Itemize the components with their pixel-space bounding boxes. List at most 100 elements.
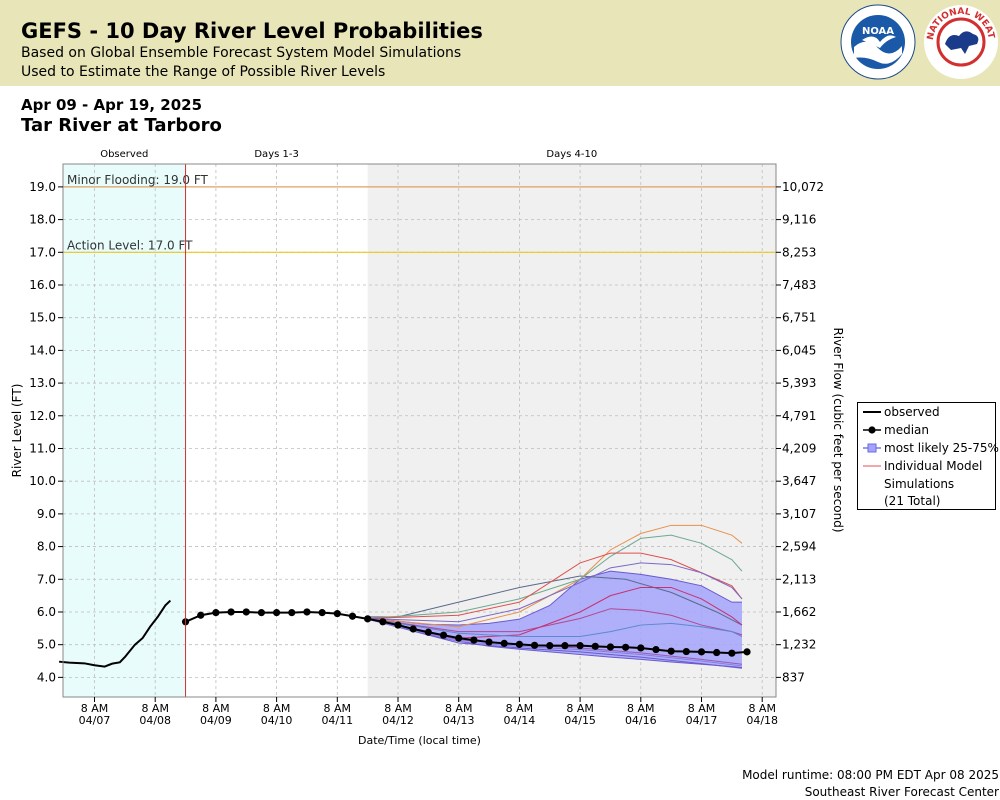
simulation-line [367, 534, 743, 620]
legend-median-label: median [884, 423, 929, 437]
probability-band-25-75 [367, 571, 742, 668]
legend-observed-swatch [863, 411, 881, 413]
legend-simulations-label: Individual Model [884, 459, 983, 473]
x-tick-date-label: 04/09 [200, 714, 232, 727]
simulation-line [367, 618, 743, 669]
y-right-tick-label: 6,751 [782, 311, 816, 325]
threshold-label: Minor Flooding: 19.0 FT [67, 173, 209, 187]
x-tick-label: 8 AM [141, 702, 169, 715]
median-point [273, 609, 281, 617]
median-point [333, 610, 341, 618]
x-tick-label: 8 AM [445, 702, 473, 715]
x-axis-title: Date/Time (local time) [358, 734, 481, 747]
model-runtime: Model runtime: 08:00 PM EDT Apr 08 2025 [742, 768, 999, 782]
y-right-tick-label: 4,791 [782, 409, 816, 423]
x-tick-date-label: 04/08 [139, 714, 171, 727]
y-right-tick-label: 2,594 [782, 540, 816, 554]
page-subtitle: Based on Global Ensemble Forecast System… [21, 45, 462, 61]
x-tick-date-label: 04/13 [443, 714, 475, 727]
x-tick-label: 8 AM [324, 702, 352, 715]
x-tick-date-label: 04/07 [79, 714, 111, 727]
legend-simulations-label-2: Simulations [884, 477, 955, 491]
chart-legend: observed median most likely 25-75% Indiv… [857, 402, 999, 510]
x-tick-label: 8 AM [202, 702, 230, 715]
simulation-line [367, 562, 743, 623]
median-point [257, 609, 266, 617]
legend-median-swatch [863, 426, 881, 434]
x-tick-label: 8 AM [688, 702, 716, 715]
median-point [424, 628, 432, 636]
x-tick-date-label: 04/12 [382, 714, 414, 727]
x-tick-label: 8 AM [627, 702, 655, 715]
median-point [728, 649, 736, 657]
simulation-line [367, 586, 743, 639]
y-tick-label: 4.0 [37, 670, 56, 684]
median-point [697, 648, 706, 656]
y-right-tick-label: 837 [782, 670, 805, 684]
nws-logo: NATIONAL WEATHER SERVICE [923, 2, 998, 79]
x-tick-date-label: 04/14 [504, 714, 536, 727]
y-tick-label: 19.0 [29, 180, 56, 194]
legend-observed-label: observed [884, 405, 940, 419]
y-right-tick-label: 4,209 [782, 441, 816, 455]
section-label: Days 1-3 [254, 149, 298, 160]
median-point [348, 612, 357, 620]
median-point [743, 648, 751, 656]
y-tick-label: 17.0 [29, 245, 56, 259]
y-tick-label: 11.0 [29, 441, 56, 455]
noaa-logo-text: NOAA [862, 26, 894, 37]
median-point [439, 631, 448, 639]
y-right-tick-label: 3,107 [782, 507, 816, 521]
section-label: Days 4-10 [546, 149, 597, 160]
median-point [561, 642, 569, 650]
y-right-tick-label: 7,483 [782, 278, 816, 292]
simulation-line [367, 575, 743, 626]
y-tick-label: 13.0 [29, 376, 56, 390]
median-point [652, 645, 660, 654]
x-tick-date-label: 04/10 [261, 714, 293, 727]
y-tick-label: 7.0 [37, 572, 56, 586]
median-point [500, 639, 508, 647]
simulation-line [367, 608, 743, 636]
y-tick-label: 9.0 [37, 507, 56, 521]
plot-frame [62, 163, 777, 698]
median-point [682, 647, 690, 656]
x-tick-label: 8 AM [81, 702, 109, 715]
y-right-tick-label: 1,662 [782, 605, 816, 619]
median-point [546, 642, 554, 650]
legend-simulations-label-3: (21 Total) [884, 494, 941, 508]
y-right-tick-label: 9,116 [782, 213, 816, 227]
y-tick-label: 15.0 [29, 311, 56, 325]
y-tick-label: 10.0 [29, 474, 56, 488]
median-point [318, 609, 326, 617]
y-right-tick-label: 2,113 [782, 572, 816, 586]
median-point [394, 621, 402, 629]
section-label: Observed [100, 149, 148, 160]
forecast-center: Southeast River Forecast Center [804, 785, 999, 799]
median-point [637, 644, 645, 652]
y-right-tick-label: 8,253 [782, 245, 816, 259]
median-point [485, 638, 493, 646]
median-point [713, 648, 721, 657]
median-point [379, 618, 387, 626]
median-point [197, 611, 205, 619]
median-point [288, 609, 296, 617]
x-tick-date-label: 04/15 [564, 714, 596, 727]
y-right-tick-label: 1,232 [782, 638, 816, 652]
header-banner [0, 0, 1000, 86]
observed-line [58, 599, 172, 668]
y-right-axis-title: River Flow (cubic feet per second) [831, 327, 845, 532]
location-name: Tar River at Tarboro [21, 115, 222, 136]
median-point [455, 634, 463, 642]
simulation-line [367, 524, 743, 628]
y-tick-label: 18.0 [29, 213, 56, 227]
median-point [667, 647, 675, 655]
median-point [212, 609, 220, 617]
median-point [303, 608, 311, 616]
x-tick-date-label: 04/16 [625, 714, 657, 727]
legend-band-swatch [863, 443, 881, 453]
threshold-label: Action Level: 17.0 FT [67, 238, 193, 252]
page-title: GEFS - 10 Day River Level Probabilities [21, 19, 483, 43]
y-axis-title: River Level (FT) [10, 384, 24, 478]
